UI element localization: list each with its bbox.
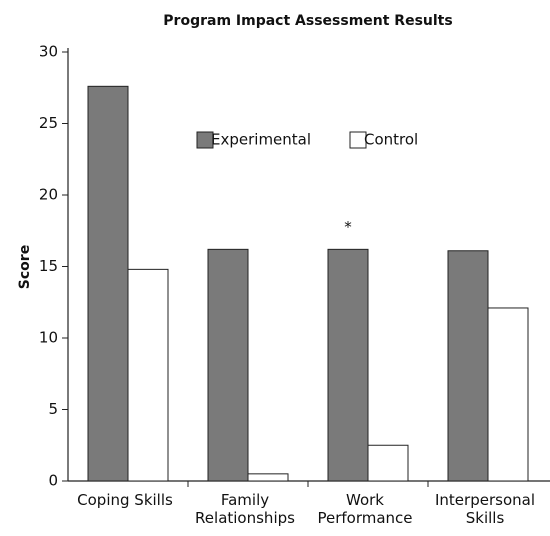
annotation: *	[344, 218, 352, 236]
bar	[127, 268, 169, 482]
bar	[207, 248, 249, 482]
bar	[247, 473, 289, 482]
y-tick-label: 0	[48, 472, 58, 490]
bar	[327, 248, 369, 482]
bar	[487, 307, 529, 482]
bar	[87, 85, 129, 482]
legend-swatch	[349, 131, 367, 149]
y-tick-label: 5	[48, 400, 58, 418]
y-axis-label: Score	[17, 245, 33, 289]
y-tick-label: 15	[39, 257, 58, 275]
legend-label: Control	[364, 131, 418, 149]
legend-label: Experimental	[211, 131, 311, 149]
x-tick-label: Work Performance	[317, 491, 413, 527]
bar	[367, 444, 409, 482]
y-tick-label: 30	[39, 43, 58, 61]
bar	[447, 250, 489, 482]
y-tick-label: 20	[39, 186, 58, 204]
legend-swatch	[196, 131, 214, 149]
x-tick-label: Coping Skills	[77, 491, 173, 509]
x-tick-label: Interpersonal Skills	[435, 491, 535, 527]
chart-title: Program Impact Assessment Results	[163, 13, 452, 29]
y-tick-label: 10	[39, 329, 58, 347]
y-tick-label: 25	[39, 114, 58, 132]
x-tick-label: Family Relationships	[195, 491, 295, 527]
